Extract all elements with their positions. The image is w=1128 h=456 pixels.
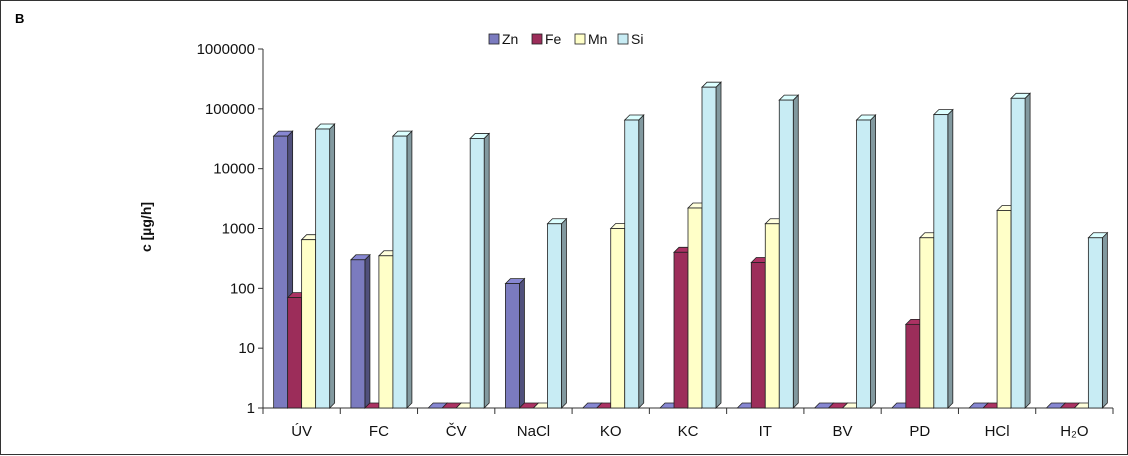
bar-front-face bbox=[996, 210, 1012, 409]
bar-si-1 bbox=[391, 130, 413, 409]
x-axis: ÚV FC ČV NaCl KO KC IT BV PD HCl H₂O bbox=[262, 407, 1114, 440]
bar-front-face bbox=[273, 135, 289, 409]
bar-side-face bbox=[715, 81, 722, 409]
bar-side-face bbox=[561, 217, 567, 409]
x-category-label: BV bbox=[833, 423, 853, 440]
bar-si-10 bbox=[1087, 231, 1109, 409]
bar-front-face bbox=[750, 262, 766, 409]
bar-side-face bbox=[870, 114, 876, 409]
x-category-label: ČV bbox=[446, 423, 467, 440]
y-axis-label: c [µg/h] bbox=[138, 202, 154, 252]
legend-label: Mn bbox=[588, 31, 607, 47]
bar-front-face bbox=[933, 114, 949, 409]
y-tick-label: 1000000 bbox=[197, 41, 255, 58]
bar-front-face bbox=[469, 138, 485, 409]
bar-zn-3 bbox=[504, 277, 526, 409]
y-tick-label: 10 bbox=[238, 340, 255, 357]
y-tick-label: 1 bbox=[247, 400, 255, 417]
legend-label: Zn bbox=[502, 31, 518, 47]
legend-label: Si bbox=[631, 31, 643, 47]
bar-front-face bbox=[315, 128, 331, 409]
bar-front-face bbox=[856, 119, 871, 409]
bar-front-face bbox=[673, 251, 689, 409]
bar-side-face bbox=[947, 108, 954, 409]
bar-side-face bbox=[1024, 92, 1031, 409]
bar-si-5 bbox=[701, 81, 722, 409]
bar-side-face bbox=[364, 253, 371, 409]
bar-front-face bbox=[547, 223, 562, 409]
bar-front-face bbox=[392, 135, 408, 409]
bar-front-face bbox=[905, 323, 921, 409]
bar-front-face bbox=[350, 259, 366, 409]
x-category-label: IT bbox=[759, 423, 772, 440]
legend-swatch bbox=[531, 33, 543, 45]
bar-side-face bbox=[792, 94, 799, 409]
bar-series-group bbox=[272, 81, 1109, 409]
bar-si-0 bbox=[314, 123, 336, 409]
bar-front-face bbox=[764, 223, 780, 409]
bar-front-face bbox=[687, 207, 703, 409]
bar-side-face bbox=[329, 123, 336, 409]
x-category-label: HCl bbox=[985, 423, 1010, 440]
y-tick-label: 1000 bbox=[222, 221, 255, 238]
bar-si-7 bbox=[855, 114, 877, 409]
y-tick-label: 100 bbox=[230, 280, 255, 297]
bar-front-face bbox=[505, 283, 520, 409]
bar-si-2 bbox=[469, 132, 491, 409]
legend-item-mn: Mn bbox=[574, 31, 607, 47]
x-category-label: KO bbox=[600, 423, 622, 440]
bar-front-face bbox=[1010, 97, 1026, 409]
x-category-label: H₂O bbox=[1060, 423, 1088, 440]
bar-si-6 bbox=[778, 94, 800, 409]
legend-item-zn: Zn bbox=[488, 31, 518, 47]
panel-label: B bbox=[15, 11, 25, 26]
bar-front-face bbox=[301, 239, 317, 409]
legend-swatch bbox=[488, 33, 500, 45]
bar-front-face bbox=[610, 228, 626, 409]
bar-front-face bbox=[1087, 237, 1103, 409]
legend-item-si: Si bbox=[617, 31, 643, 47]
bar-front-face bbox=[778, 99, 794, 409]
legend: Zn Fe Mn Si bbox=[488, 31, 643, 47]
x-category-label: PD bbox=[909, 423, 930, 440]
x-category-label: FC bbox=[369, 423, 389, 440]
bar-front-face bbox=[378, 255, 394, 409]
bar-front-face bbox=[919, 237, 935, 409]
bar-side-face bbox=[406, 130, 413, 409]
y-tick-label: 100000 bbox=[205, 101, 255, 118]
y-axis: 1 10 100 1000 10000 100000 1000000 bbox=[197, 41, 264, 417]
bar-side-face bbox=[1101, 231, 1108, 409]
bar-side-face bbox=[519, 277, 525, 409]
legend-swatch bbox=[617, 33, 629, 45]
bar-zn-1 bbox=[349, 253, 371, 409]
bar-front-face bbox=[287, 297, 303, 409]
x-category-label: ÚV bbox=[291, 423, 312, 440]
bar-front-face bbox=[701, 86, 717, 409]
x-category-label: KC bbox=[678, 423, 699, 440]
y-tick-label: 10000 bbox=[213, 161, 255, 178]
bar-si-3 bbox=[546, 217, 568, 409]
bar-front-face bbox=[624, 119, 640, 409]
x-category-label: NaCl bbox=[517, 423, 550, 440]
bar-si-4 bbox=[623, 114, 645, 409]
bar-si-8 bbox=[932, 108, 954, 409]
legend-label: Fe bbox=[545, 31, 562, 47]
legend-swatch bbox=[574, 33, 586, 45]
bar-side-face bbox=[638, 114, 645, 409]
legend-item-fe: Fe bbox=[531, 31, 562, 47]
bar-si-9 bbox=[1010, 92, 1032, 409]
bar-side-face bbox=[483, 132, 490, 409]
